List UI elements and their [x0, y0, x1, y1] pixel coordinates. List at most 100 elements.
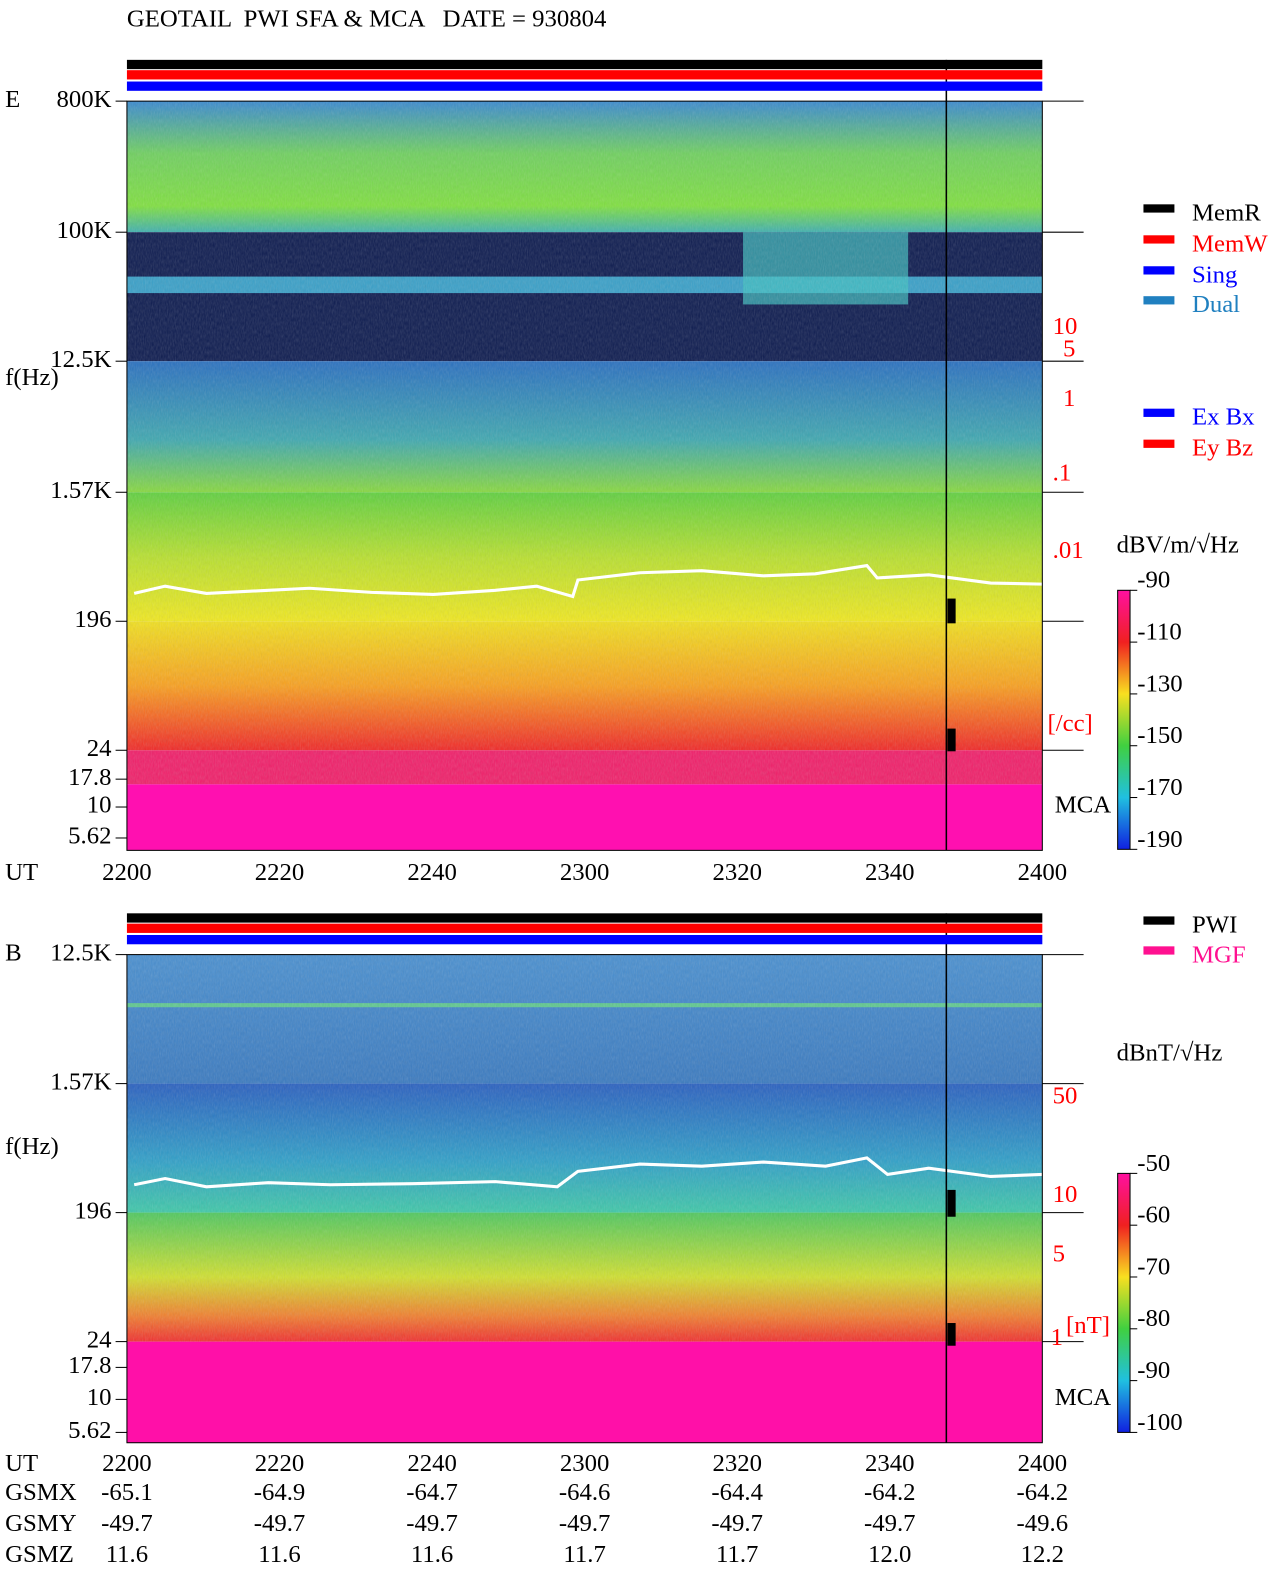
colorbar-tick-label: -80	[1137, 1305, 1170, 1332]
right-scale-label: 5	[1063, 336, 1075, 363]
y-tick-label: 10	[87, 792, 112, 819]
ephemeris-label: GSMX	[5, 1479, 77, 1506]
ephemeris-value: -64.7	[406, 1479, 458, 1506]
x-tick-label: 2220	[255, 1450, 305, 1477]
right-scale-label: [/cc]	[1047, 710, 1092, 737]
x-tick-label: 2340	[865, 859, 915, 886]
ephemeris-value: 11.6	[411, 1541, 453, 1568]
right-scale-label: .01	[1053, 537, 1084, 564]
colorbar-tick-label: -170	[1137, 774, 1182, 801]
colorbar-unit: dBV/m/√Hz	[1117, 532, 1239, 559]
y-tick-label: 17.8	[68, 1352, 111, 1379]
right-scale-label: 1	[1063, 385, 1075, 412]
y-tick-label: 12.5K	[50, 939, 111, 966]
y-tick-label: 17.8	[68, 764, 111, 791]
y-tick-label: 10	[87, 1384, 112, 1411]
y-tick-label: 5.62	[68, 1417, 111, 1444]
y-tick-label: 1.57K	[50, 1068, 111, 1095]
ephemeris-value: -64.9	[254, 1479, 306, 1506]
ephemeris-value: -49.6	[1017, 1510, 1069, 1537]
colorbar	[1117, 1172, 1131, 1433]
ephemeris-value: -49.7	[711, 1510, 763, 1537]
ephemeris-label: GSMZ	[5, 1541, 74, 1568]
legend-swatch	[1143, 439, 1175, 448]
right-scale-label: 10	[1053, 1181, 1078, 1208]
colorbar-tick-label: -110	[1137, 619, 1181, 646]
x-axis-label: UT	[5, 859, 38, 886]
y-tick-label: 5.62	[68, 823, 111, 850]
panel-label: B	[5, 939, 22, 966]
ephemeris-value: 12.0	[868, 1541, 911, 1568]
x-tick-label: 2200	[102, 859, 151, 886]
x-tick-label: 2300	[560, 1450, 609, 1477]
colorbar-tick-label: -150	[1137, 722, 1182, 749]
right-scale-label: 10	[1053, 313, 1078, 340]
y-tick-label: 100K	[56, 217, 111, 244]
panel-frame	[126, 100, 1043, 851]
x-tick-label: 2300	[560, 859, 609, 886]
y-tick-label: 12.5K	[50, 346, 111, 373]
right-scale-label: 50	[1053, 1083, 1078, 1110]
x-tick-label: 2400	[1018, 859, 1068, 886]
y-tick-label: 24	[87, 735, 112, 762]
right-scale-label: [nT]	[1066, 1312, 1110, 1339]
x-tick-label: 2400	[1018, 1450, 1068, 1477]
right-scale-label: 5	[1053, 1241, 1065, 1268]
y-tick-label: 1.57K	[50, 477, 111, 504]
ephemeris-value: 11.6	[106, 1541, 148, 1568]
x-tick-label: 2220	[255, 859, 305, 886]
ephemeris-value: -64.6	[559, 1479, 611, 1506]
legend-label: Sing	[1192, 261, 1237, 288]
colorbar-tick-label: -90	[1137, 567, 1170, 594]
colorbar-unit: dBnT/√Hz	[1117, 1039, 1223, 1066]
colorbar	[1117, 589, 1131, 850]
spectrogram-e	[126, 101, 1043, 851]
ephemeris-value: -49.7	[864, 1510, 916, 1537]
legend-label: Dual	[1192, 291, 1240, 318]
legend-label: Ex Bx	[1192, 404, 1255, 431]
legend-label: PWI	[1192, 911, 1237, 938]
mca-label: MCA	[1055, 792, 1112, 819]
legend-swatch	[1143, 266, 1175, 275]
y-tick-label: 196	[74, 606, 111, 633]
legend-swatch	[1143, 946, 1175, 955]
ephemeris-value: -49.7	[254, 1510, 306, 1537]
y-tick-label: 24	[87, 1326, 112, 1353]
right-scale-label: 1	[1051, 1324, 1063, 1351]
ephemeris-value: -49.7	[406, 1510, 458, 1537]
colorbar-tick-label: -100	[1137, 1409, 1182, 1436]
x-axis-label: UT	[5, 1450, 38, 1477]
y-axis-label: f(Hz)	[5, 364, 59, 391]
x-tick-label: 2240	[407, 859, 457, 886]
legend-label: MGF	[1192, 941, 1246, 968]
legend-swatch	[1143, 296, 1175, 305]
ephemeris-value: 12.2	[1021, 1541, 1064, 1568]
ephemeris-value: 11.6	[258, 1541, 300, 1568]
colorbar-tick-label: -50	[1137, 1150, 1170, 1177]
legend-swatch	[1143, 916, 1175, 925]
ephemeris-value: -64.4	[711, 1479, 763, 1506]
legend-swatch	[1143, 235, 1175, 244]
status-bars	[126, 59, 1043, 945]
ephemeris-value: -49.7	[559, 1510, 611, 1537]
y-tick-label: 800K	[56, 86, 111, 113]
colorbar-tick-label: -60	[1137, 1202, 1170, 1229]
legend-swatch	[1143, 408, 1175, 417]
ephemeris-value: -64.2	[864, 1479, 916, 1506]
ephemeris-label: GSMY	[5, 1510, 77, 1537]
legend-swatch	[1143, 204, 1175, 213]
right-scale-label: .1	[1053, 459, 1072, 486]
content: GEOTAIL PWI SFA & MCA DATE = 930804 Ef(H…	[5, 5, 1268, 1568]
ephemeris-value: -64.2	[1017, 1479, 1069, 1506]
legend-label: Ey Bz	[1192, 435, 1253, 462]
legend-label: MemW	[1192, 230, 1268, 257]
x-tick-label: 2200	[102, 1450, 151, 1477]
ephemeris-value: -49.7	[101, 1510, 153, 1537]
colorbar-tick-label: -70	[1137, 1253, 1170, 1280]
panel-frame	[126, 954, 1043, 1444]
ephemeris-value: 11.7	[563, 1541, 605, 1568]
mca-label: MCA	[1055, 1384, 1112, 1411]
y-tick-label: 196	[74, 1197, 111, 1224]
